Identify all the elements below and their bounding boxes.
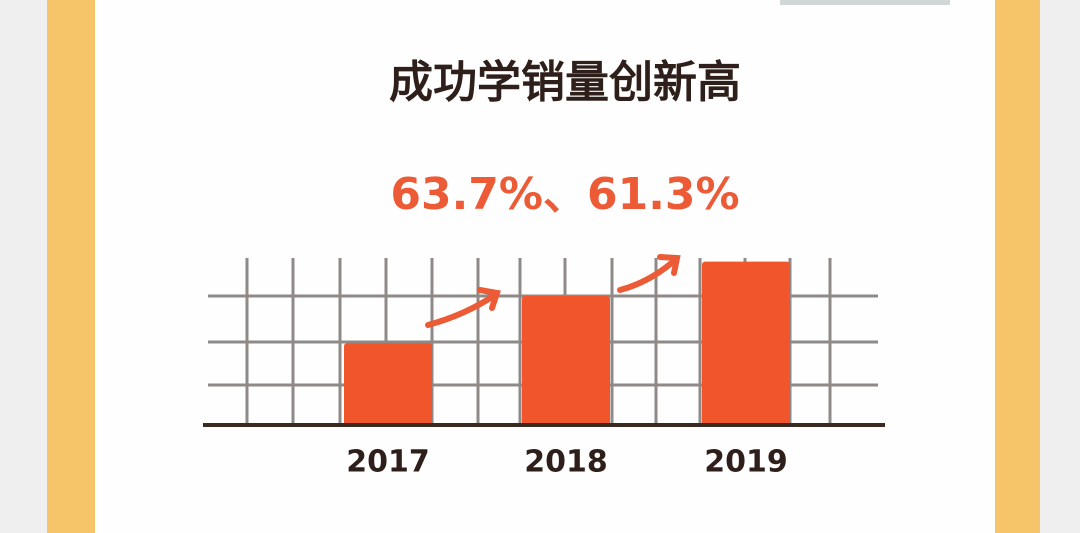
chart-subtitle: 63.7%、61.3% [390, 169, 739, 220]
x-tick-label: 2017 [346, 445, 430, 480]
x-tick-label: 2018 [524, 445, 608, 480]
chart-title: 成功学销量创新高 [389, 57, 741, 108]
panel [95, 0, 995, 533]
bar [344, 343, 432, 425]
bar [522, 296, 610, 425]
decor [780, 0, 950, 5]
bar [702, 261, 790, 425]
x-tick-label: 2019 [704, 445, 788, 480]
arrows [425, 254, 681, 328]
